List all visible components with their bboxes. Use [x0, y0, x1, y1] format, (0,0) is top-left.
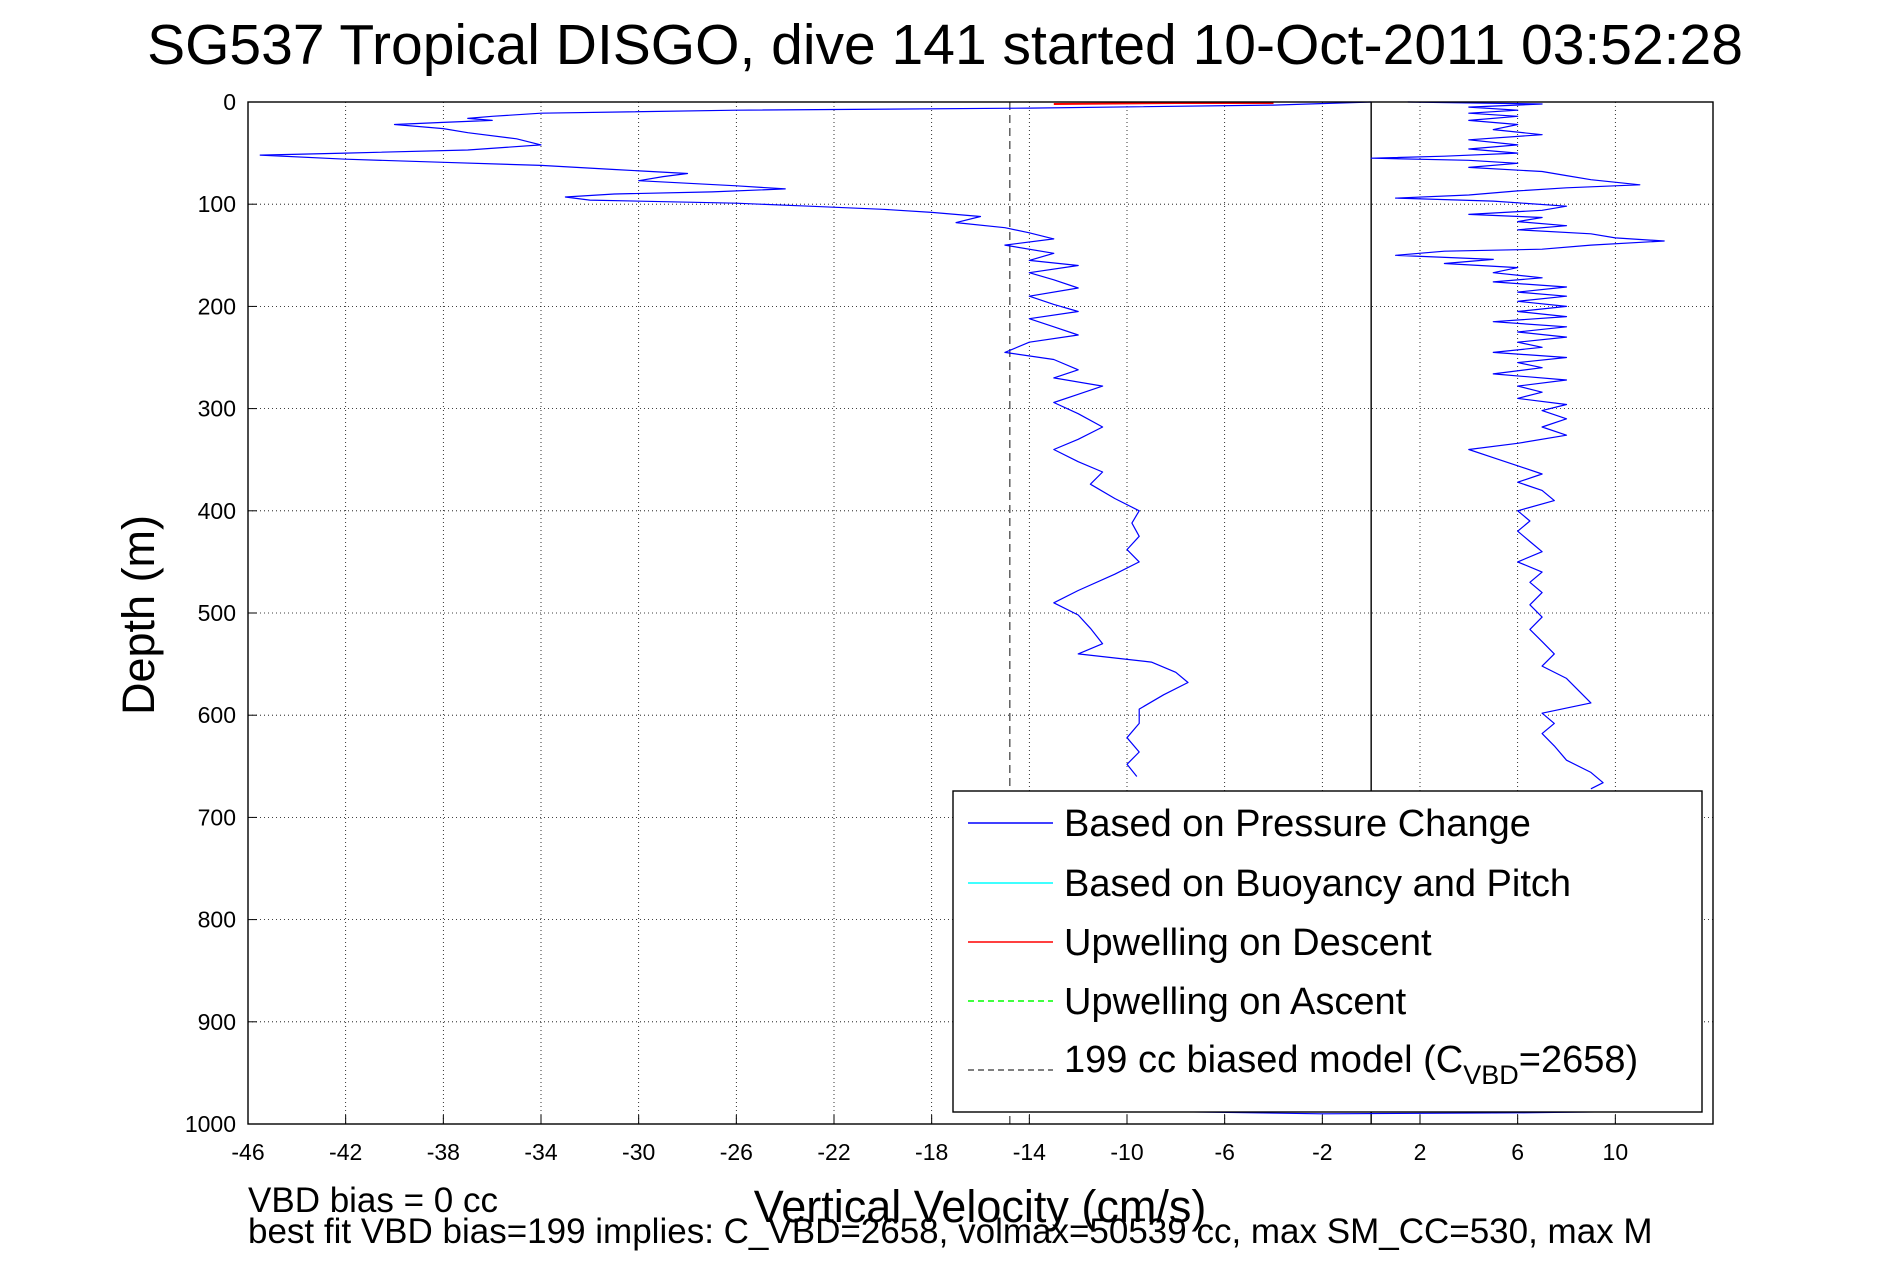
x-tick-label: -30 [622, 1139, 655, 1165]
y-axis-label: Depth (m) [113, 515, 164, 715]
series-line-3 [1053, 102, 1274, 105]
y-tick-label: 100 [198, 191, 236, 217]
legend-label-pressure: Based on Pressure Change [1064, 803, 1531, 845]
x-tick-label: -2 [1312, 1139, 1332, 1165]
legend-label-biased-model-tail: =2658) [1519, 1039, 1638, 1081]
plot-area-frame [247, 101, 1714, 1125]
x-tick-label: -42 [329, 1139, 362, 1165]
y-tick-label: 400 [198, 498, 236, 524]
y-tick-label: 800 [198, 907, 236, 933]
legend-label-buoyancy: Based on Buoyancy and Pitch [1064, 863, 1571, 905]
footer-line-1: VBD bias = 0 cc [248, 1181, 498, 1220]
x-tick-label: 6 [1511, 1139, 1524, 1165]
x-tick-label: -38 [427, 1139, 460, 1165]
legend-label-upwelling-descent: Upwelling on Descent [1064, 922, 1432, 964]
x-tick-label: -26 [720, 1139, 753, 1165]
y-tick-label: 500 [198, 600, 236, 626]
x-tick-label: -10 [1110, 1139, 1143, 1165]
y-tick-label: 200 [198, 293, 236, 319]
y-tick-labels: 0 100 200 300 400 500 600 700 800 900 1000 [185, 89, 236, 1137]
x-tick-label: -22 [817, 1139, 850, 1165]
y-tick-label: 1000 [185, 1111, 236, 1137]
y-tick-label: 0 [223, 89, 236, 115]
series-line-1 [1370, 101, 1665, 790]
x-tick-label: 10 [1603, 1139, 1629, 1165]
chart-title: SG537 Tropical DISGO, dive 141 started 1… [147, 13, 1743, 77]
footer-line-2: best fit VBD bias=199 implies: C_VBD=265… [248, 1212, 1653, 1251]
x-tick-labels: -46 -42 -38 -34 -30 -26 -22 -18 -14 -10 -6 -2 2 6 10 [231, 1139, 1628, 1165]
x-tick-label: -14 [1013, 1139, 1046, 1165]
x-tick-label: -34 [524, 1139, 557, 1165]
legend-label-biased-model-sub: VBD [1463, 1060, 1519, 1090]
legend-label-biased-model: 199 cc biased model (CVBD=2658) [1064, 1039, 1638, 1090]
legend-label-upwelling-ascent: Upwelling on Ascent [1064, 981, 1407, 1023]
x-tick-label: 2 [1414, 1139, 1427, 1165]
x-tick-label: -6 [1214, 1139, 1234, 1165]
x-tick-label: -18 [915, 1139, 948, 1165]
x-tick-label: -46 [231, 1139, 264, 1165]
y-tick-label: 900 [198, 1009, 236, 1035]
y-tick-label: 600 [198, 702, 236, 728]
series-group [259, 101, 1665, 1115]
legend-label-biased-model-main: 199 cc biased model (C [1064, 1039, 1463, 1081]
series-line-0 [259, 101, 1372, 777]
y-tick-label: 700 [198, 804, 236, 830]
y-tick-label: 300 [198, 396, 236, 422]
x-axis-label: Vertical Velocity (cm/s) [754, 1181, 1207, 1232]
legend: Based on Pressure Change Based on Buoyan… [952, 790, 1703, 1113]
legend-box [952, 790, 1703, 1113]
